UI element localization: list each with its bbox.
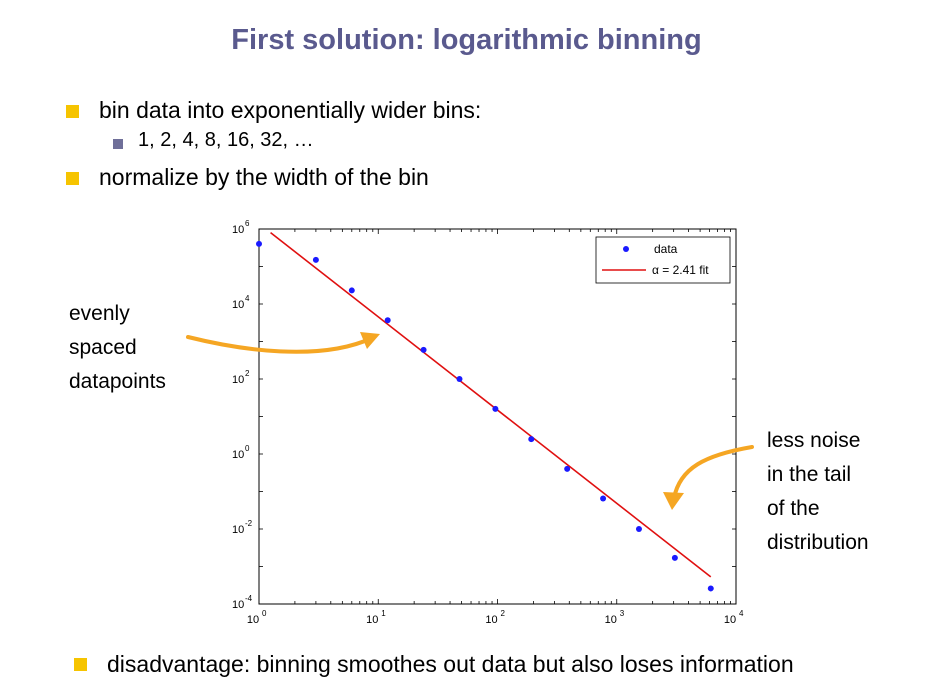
y-tick-exponent: 4 <box>245 294 250 303</box>
data-point <box>528 436 535 443</box>
data-point <box>671 554 678 561</box>
data-point <box>256 240 262 247</box>
y-tick-label: 10 <box>232 299 244 311</box>
x-tick-label: 10 <box>247 614 259 626</box>
x-tick-label: 10 <box>724 614 736 626</box>
data-point <box>384 317 391 324</box>
data-point <box>564 465 571 472</box>
legend-entry-fit: α = 2.41 fit <box>652 263 709 277</box>
y-tick-label: 10 <box>232 224 244 236</box>
right-annotation: less noise in the tail of the distributi… <box>767 424 869 560</box>
y-tick-label: 10 <box>232 374 244 386</box>
bullet-normalize: normalize by the width of the bin <box>99 164 429 190</box>
data-point <box>420 346 427 353</box>
x-tick-label: 10 <box>366 614 378 626</box>
x-tick-exponent: 2 <box>501 609 506 618</box>
arrow-right-to-tail <box>672 445 754 500</box>
fit-line <box>270 232 712 578</box>
x-tick-exponent: 0 <box>262 609 267 618</box>
data-point <box>348 287 355 294</box>
y-tick-exponent: -4 <box>245 594 253 603</box>
data-point <box>492 405 499 412</box>
right-annotation-line: less noise <box>767 429 861 452</box>
data-point <box>707 585 714 592</box>
bullet-marker <box>66 105 79 118</box>
legend-data-marker <box>623 246 629 252</box>
data-point <box>600 495 607 502</box>
legend-entry-data: data <box>654 242 678 256</box>
arrow-left-head-icon <box>360 332 380 349</box>
left-annotation-line: datapoints <box>69 370 166 393</box>
y-tick-exponent: 6 <box>245 219 250 228</box>
data-point <box>635 526 642 532</box>
bullet-disadvantage: disadvantage: binning smoothes out data … <box>107 651 794 677</box>
arrow-left-to-plot <box>186 335 374 354</box>
y-tick-label: 10 <box>232 599 244 611</box>
right-annotation-line: in the tail <box>767 463 852 486</box>
left-annotation-line: evenly <box>69 302 130 325</box>
x-tick-exponent: 4 <box>739 609 744 618</box>
y-tick-label: 10 <box>232 524 244 536</box>
left-annotation: evenly spaced datapoints <box>69 297 166 399</box>
y-tick-exponent: -2 <box>245 519 253 528</box>
x-tick-label: 10 <box>605 614 617 626</box>
right-annotation-line: distribution <box>767 531 869 554</box>
right-annotation-line: of the <box>767 497 820 520</box>
y-tick-exponent: 0 <box>245 444 250 453</box>
data-point <box>456 376 463 382</box>
sub-bullet-marker <box>113 139 123 149</box>
y-tick-exponent: 2 <box>245 369 250 378</box>
bullet-marker <box>74 658 87 671</box>
slide-title: First solution: logarithmic binning <box>231 24 702 56</box>
y-tick-label: 10 <box>232 449 244 461</box>
sub-bullet-bin-sizes: 1, 2, 4, 8, 16, 32, … <box>138 129 314 151</box>
bullet-marker <box>66 172 79 185</box>
arrow-right-head-icon <box>663 492 684 510</box>
plot-frame <box>258 228 737 605</box>
x-tick-label: 10 <box>485 614 497 626</box>
bullet-bin-data: bin data into exponentially wider bins: <box>99 97 482 123</box>
x-tick-exponent: 1 <box>381 609 386 618</box>
legend-box <box>595 236 731 284</box>
x-tick-exponent: 3 <box>620 609 625 618</box>
left-annotation-line: spaced <box>69 336 137 359</box>
data-point <box>312 256 319 263</box>
